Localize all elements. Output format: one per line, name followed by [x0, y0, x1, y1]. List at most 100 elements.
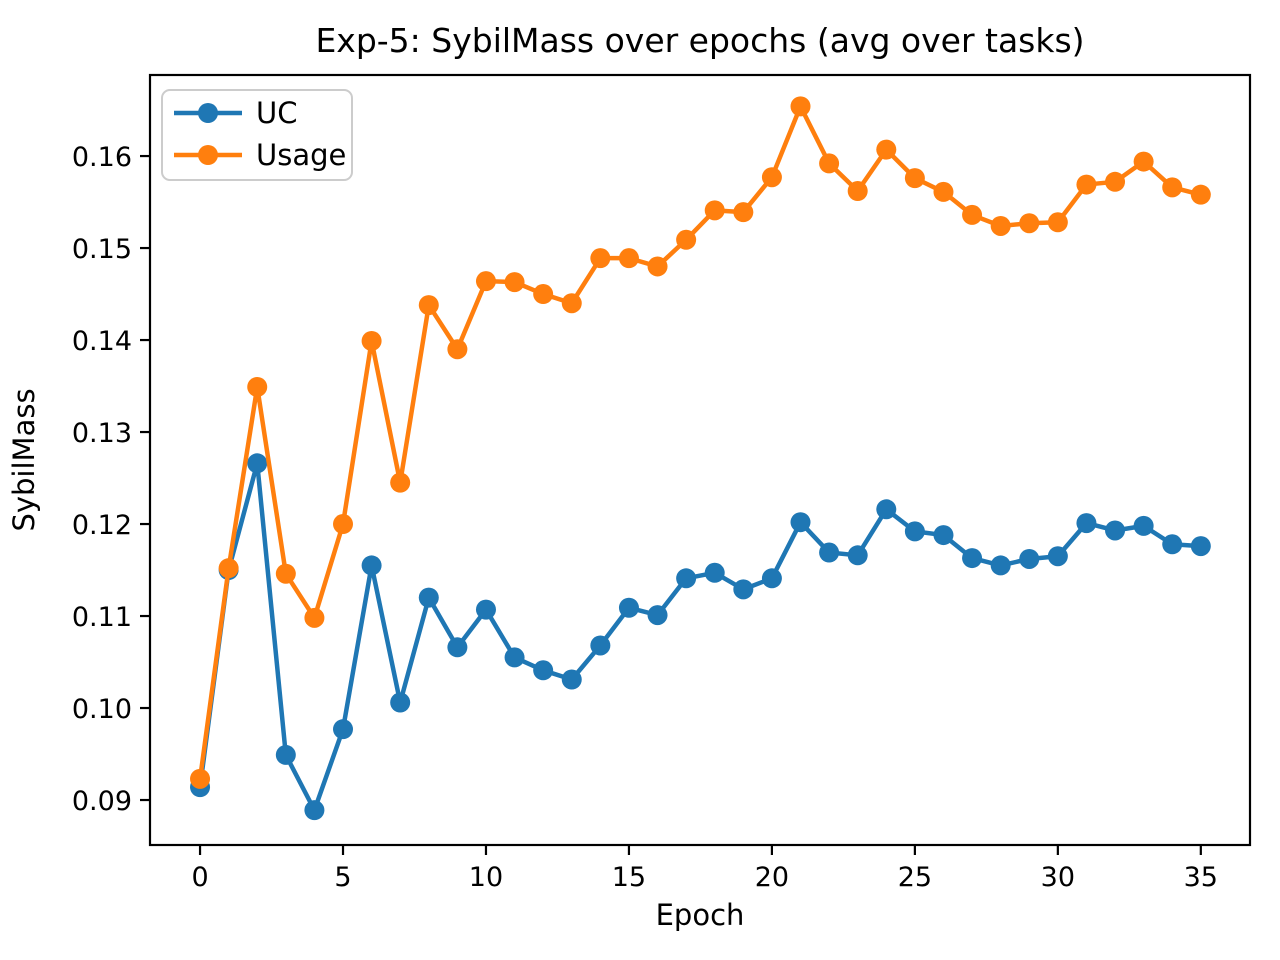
x-tick-label: 30 [1041, 862, 1075, 893]
x-tick-label: 25 [898, 862, 932, 893]
x-axis-label: Epoch [656, 898, 745, 932]
data-point-marker [561, 669, 582, 690]
x-tick-label: 15 [612, 862, 646, 893]
data-point-marker [275, 563, 296, 584]
data-point-marker [304, 607, 325, 628]
data-point-marker [333, 514, 354, 535]
series-uc [190, 453, 1211, 821]
data-point-marker [1190, 536, 1211, 557]
data-point-marker [647, 605, 668, 626]
y-tick-label: 0.12 [72, 510, 132, 541]
legend-marker-uc [198, 103, 218, 123]
data-point-marker [533, 284, 554, 305]
data-point-marker [304, 800, 325, 821]
y-tick-label: 0.16 [72, 142, 132, 173]
y-tick-label: 0.14 [72, 326, 132, 357]
data-point-marker [647, 256, 668, 277]
data-point-marker [361, 555, 382, 576]
data-point-marker [1019, 213, 1040, 234]
data-point-marker [876, 139, 897, 160]
data-point-marker [447, 339, 468, 360]
data-point-marker [561, 293, 582, 314]
data-point-marker [790, 512, 811, 533]
data-point-marker [704, 200, 725, 221]
data-point-marker [1019, 548, 1040, 569]
data-point-marker [733, 579, 754, 600]
data-point-marker [418, 587, 439, 608]
data-point-marker [1162, 534, 1183, 555]
data-point-marker [190, 768, 211, 789]
y-tick-label: 0.09 [72, 786, 132, 817]
data-point-marker [676, 229, 697, 250]
data-point-marker [962, 548, 983, 569]
data-point-marker [590, 248, 611, 269]
data-point-marker [218, 558, 239, 579]
data-point-marker [504, 272, 525, 293]
y-tick-label: 0.13 [72, 418, 132, 449]
legend: UC Usage [161, 89, 353, 181]
x-tick-label: 5 [334, 862, 351, 893]
data-point-marker [618, 597, 639, 618]
data-point-marker [904, 168, 925, 189]
data-point-marker [1047, 212, 1068, 233]
data-point-marker [990, 215, 1011, 236]
x-tick-label: 10 [469, 862, 503, 893]
data-point-marker [333, 719, 354, 740]
x-tick-label: 20 [755, 862, 789, 893]
y-axis-label: SybilMass [7, 388, 41, 531]
data-point-marker [1047, 546, 1068, 567]
data-point-marker [361, 330, 382, 351]
chart-title: Exp-5: SybilMass over epochs (avg over t… [315, 21, 1084, 60]
data-point-marker [1105, 520, 1126, 541]
data-point-marker [475, 271, 496, 292]
data-point-marker [704, 562, 725, 583]
legend-marker-usage [198, 145, 218, 165]
series-line [197, 461, 1204, 813]
data-point-marker [676, 568, 697, 589]
series-usage [190, 96, 1211, 789]
data-point-marker [1076, 174, 1097, 195]
data-point-marker [390, 472, 411, 493]
data-point-marker [247, 453, 268, 474]
data-point-marker [447, 637, 468, 658]
data-point-marker [962, 204, 983, 225]
data-point-marker [247, 376, 268, 397]
data-point-marker [819, 542, 840, 563]
data-point-marker [933, 525, 954, 546]
data-point-marker [1133, 151, 1154, 172]
data-point-marker [1076, 513, 1097, 534]
x-axis-ticks: 0 5 10 15 20 25 30 35 [191, 845, 1218, 893]
data-point-marker [1190, 184, 1211, 205]
y-axis-ticks: 0.09 0.10 0.11 0.12 0.13 0.14 0.15 0.16 [72, 142, 150, 817]
data-point-marker [533, 660, 554, 681]
series-group [190, 96, 1211, 821]
data-point-marker [590, 635, 611, 656]
legend-label-uc: UC [256, 96, 297, 130]
y-tick-label: 0.11 [72, 602, 132, 633]
data-point-marker [475, 599, 496, 620]
data-point-marker [618, 248, 639, 269]
legend-label-usage: Usage [256, 138, 346, 172]
data-point-marker [904, 521, 925, 542]
y-tick-label: 0.15 [72, 234, 132, 265]
data-point-marker [876, 499, 897, 520]
data-point-marker [390, 692, 411, 713]
x-tick-label: 0 [191, 862, 208, 893]
data-point-marker [819, 153, 840, 174]
data-point-marker [504, 647, 525, 668]
data-point-marker [790, 96, 811, 117]
data-point-marker [933, 181, 954, 202]
data-point-marker [990, 555, 1011, 576]
data-point-marker [761, 167, 782, 188]
data-point-marker [733, 202, 754, 223]
data-point-marker [275, 744, 296, 765]
data-point-marker [847, 181, 868, 202]
data-point-marker [847, 545, 868, 566]
data-point-marker [418, 295, 439, 316]
x-tick-label: 35 [1184, 862, 1218, 893]
data-point-marker [1162, 177, 1183, 198]
plot-area [148, 73, 1252, 847]
data-point-marker [1133, 515, 1154, 536]
